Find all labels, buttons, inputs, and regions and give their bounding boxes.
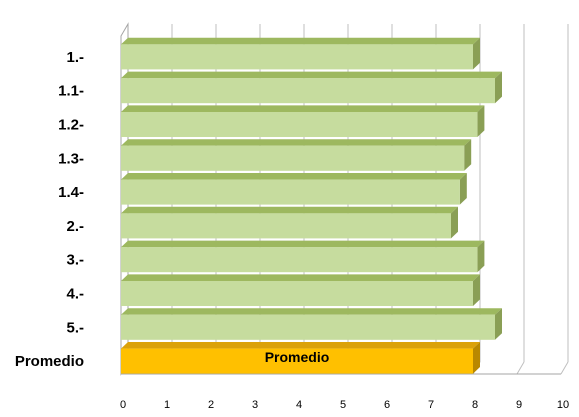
bar-1-4: [121, 172, 467, 205]
bar-top-1-4: [121, 172, 467, 180]
x-axis-tick-labels: 0 1 2 3 4 5 6 7 8 9 10: [120, 399, 569, 411]
bar-top-5: [121, 308, 502, 315]
floor-gridline-9: [516, 361, 525, 375]
bar-front-1-2: [121, 111, 478, 138]
bar-2: [121, 206, 458, 239]
bar-4: [121, 274, 480, 307]
x-tick-label-7: 7: [428, 399, 434, 411]
bar-top-promedio: [121, 341, 480, 349]
bar-side-1-4: [459, 172, 467, 205]
category-label-1-3: 1.3-: [58, 150, 84, 167]
bar-3: [121, 240, 485, 273]
x-tick-label-9: 9: [516, 399, 522, 411]
category-label-1-2: 1.2-: [58, 117, 84, 134]
x-tick-label-10: 10: [557, 399, 569, 411]
bar-side-4: [473, 274, 480, 307]
x-tick-label-4: 4: [296, 399, 302, 411]
category-label-promedio: Promedio: [15, 353, 84, 370]
bar-front-3: [121, 247, 478, 273]
category-label-1-4: 1.4-: [58, 184, 84, 201]
bar-1-3: [121, 139, 472, 171]
bar-front-1: [121, 44, 473, 70]
x-tick-label-3: 3: [252, 399, 258, 411]
bar-front-4: [121, 280, 473, 307]
bar-side-2: [451, 206, 458, 239]
bar-side-1-2: [477, 105, 485, 138]
bar-5: [121, 308, 502, 340]
category-label-4: 4.-: [66, 286, 84, 303]
bar-side-5: [495, 308, 502, 340]
x-tick-label-6: 6: [384, 399, 390, 411]
bar-side-1-3: [464, 139, 472, 171]
category-label-2: 2.-: [66, 218, 84, 235]
bar-1: [121, 37, 480, 70]
bar-1-1: [121, 71, 502, 104]
bar-promedio: [121, 341, 480, 374]
bar-front-5: [121, 314, 495, 340]
x-tick-label-5: 5: [340, 399, 346, 411]
category-label-5: 5.-: [66, 319, 84, 336]
category-label-1-1: 1.1-: [58, 83, 84, 100]
bar-front-1-3: [121, 145, 465, 171]
bar-1-2: [121, 105, 485, 138]
bar-front-1-4: [121, 179, 460, 205]
x-tick-label-0: 0: [120, 399, 126, 411]
bar-top-1: [121, 37, 480, 45]
bar-top-2: [121, 206, 458, 214]
bars: Promedio: [121, 37, 502, 374]
category-label-1: 1.-: [66, 49, 84, 66]
x-tick-label-2: 2: [208, 399, 214, 411]
bar-front-2: [121, 213, 451, 239]
x-tick-label-8: 8: [472, 399, 478, 411]
bar-side-1-1: [495, 71, 502, 104]
category-labels: 1.- 1.1- 1.2- 1.3- 1.4- 2.- 3.- 4.- 5.- Promedio: [15, 49, 84, 370]
bar-side-3: [477, 240, 485, 273]
category-label-3: 3.-: [66, 252, 84, 269]
bar-side-promedio: [473, 341, 480, 374]
bar-front-promedio: [121, 348, 473, 374]
bar-top-1-2: [121, 105, 485, 112]
bar-data-label-promedio: Promedio: [265, 349, 330, 365]
x-tick-label-1: 1: [164, 399, 170, 411]
bar-top-3: [121, 240, 485, 248]
bar-top-1-1: [121, 71, 502, 79]
bar-top-4: [121, 274, 480, 281]
bar-top-1-3: [121, 139, 472, 146]
floor-gridline-10: [560, 361, 569, 375]
bar-front-1-1: [121, 78, 495, 104]
bar-side-1: [473, 37, 480, 70]
